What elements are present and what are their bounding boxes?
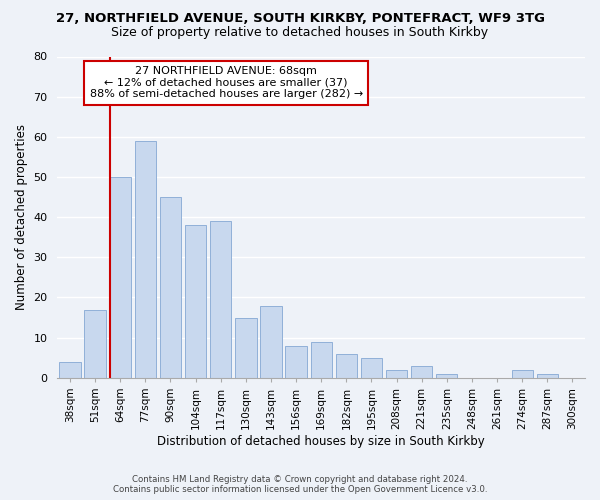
Bar (311, 342, 332, 378)
Bar (361, 358, 382, 378)
Text: 27 NORTHFIELD AVENUE: 68sqm
← 12% of detached houses are smaller (37)
88% of sem: 27 NORTHFIELD AVENUE: 68sqm ← 12% of det… (89, 66, 363, 100)
Bar (436, 374, 457, 378)
Bar (411, 366, 433, 378)
Bar (185, 225, 206, 378)
Bar (110, 177, 131, 378)
Bar (59, 362, 80, 378)
Bar (134, 141, 156, 378)
Bar (386, 370, 407, 378)
Text: Contains HM Land Registry data © Crown copyright and database right 2024.
Contai: Contains HM Land Registry data © Crown c… (113, 474, 487, 494)
Bar (235, 318, 257, 378)
Bar (536, 374, 558, 378)
Bar (260, 306, 281, 378)
Y-axis label: Number of detached properties: Number of detached properties (15, 124, 28, 310)
Bar (160, 197, 181, 378)
Bar (512, 370, 533, 378)
X-axis label: Distribution of detached houses by size in South Kirkby: Distribution of detached houses by size … (157, 434, 485, 448)
Bar (286, 346, 307, 378)
Text: 27, NORTHFIELD AVENUE, SOUTH KIRKBY, PONTEFRACT, WF9 3TG: 27, NORTHFIELD AVENUE, SOUTH KIRKBY, PON… (56, 12, 545, 26)
Bar (85, 310, 106, 378)
Bar (210, 221, 232, 378)
Text: Size of property relative to detached houses in South Kirkby: Size of property relative to detached ho… (112, 26, 488, 39)
Bar (335, 354, 357, 378)
